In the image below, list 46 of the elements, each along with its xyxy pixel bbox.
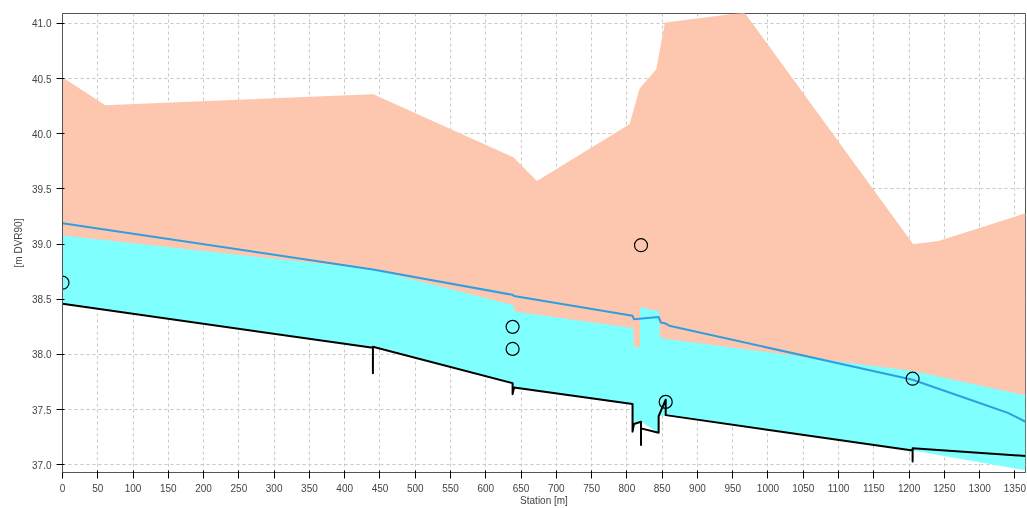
- x-axis-title: Station [m]: [520, 494, 569, 506]
- x-tick-label: 1200: [897, 482, 921, 494]
- x-tick-label: 100: [124, 482, 142, 494]
- y-tick-label: 38.0: [32, 349, 52, 361]
- x-tick-label: 1100: [827, 482, 850, 494]
- x-tick-label: 50: [92, 482, 104, 494]
- y-axis-title: [m DVR90]: [13, 218, 25, 268]
- y-tick-label: 40.5: [32, 73, 52, 85]
- x-tick-label: 200: [195, 482, 213, 494]
- point: [633, 238, 649, 253]
- y-tick-label: 37.5: [32, 404, 52, 416]
- x-tick-label: 850: [653, 482, 671, 494]
- y-tick-label: 39.0: [32, 239, 52, 251]
- y-tick-label: 37.0: [32, 459, 52, 471]
- x-tick-label: 750: [583, 482, 601, 494]
- x-tick-label: 600: [477, 482, 495, 494]
- y-tick-label: 41.0: [32, 18, 52, 30]
- x-tick-label: 1000: [756, 482, 780, 494]
- point: [505, 341, 520, 357]
- x-tick-label: 250: [230, 482, 248, 494]
- x-tick-label: 150: [159, 482, 178, 494]
- point: [658, 394, 673, 409]
- point: [505, 319, 520, 334]
- line-series: [62, 302, 1026, 463]
- y-tick-label: 39.5: [32, 183, 52, 195]
- x-tick-label: 1050: [792, 482, 815, 494]
- x-tick-label: 1350: [1003, 482, 1027, 494]
- x-tick-label: 1250: [933, 482, 956, 494]
- line-series: [62, 222, 1026, 423]
- x-tick-label: 0: [59, 482, 66, 494]
- x-tick-label: 450: [371, 482, 389, 494]
- x-tick-label: 400: [336, 482, 354, 494]
- x-tick-label: 300: [265, 482, 283, 494]
- x-tick-label: 700: [548, 482, 566, 494]
- x-tick-label: 1300: [968, 482, 992, 494]
- y-tick-label: 40.0: [32, 128, 52, 140]
- point: [905, 371, 920, 386]
- x-tick-label: 650: [512, 482, 530, 494]
- x-tick-label: 1150: [863, 482, 886, 494]
- x-tick-label: 900: [689, 482, 707, 494]
- x-tick-label: 500: [406, 482, 425, 494]
- x-tick-label: 550: [442, 482, 460, 494]
- y-tick-label: 38.5: [32, 294, 52, 306]
- x-tick-label: 350: [301, 482, 319, 494]
- x-tick-label: 800: [618, 482, 636, 494]
- x-tick-label: 950: [724, 482, 742, 494]
